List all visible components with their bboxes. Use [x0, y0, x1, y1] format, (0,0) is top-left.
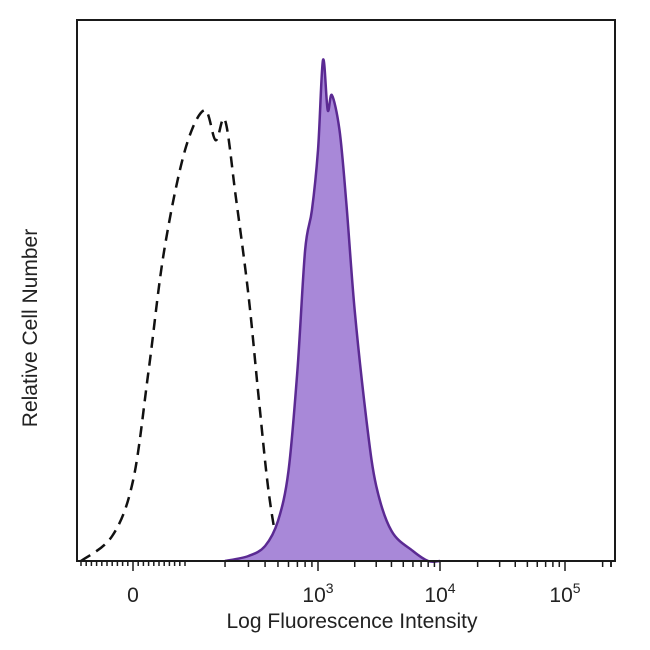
x-tick-label-3: 105 — [549, 580, 580, 607]
series-layer — [80, 58, 441, 563]
series-line-0 — [80, 108, 284, 563]
x-tick-exponent-1: 3 — [326, 580, 334, 596]
x-tick-label-2: 104 — [424, 580, 455, 607]
tick-labels-layer: 0 103 104 105 — [127, 580, 581, 607]
x-axis-title: Log Fluorescence Intensity — [227, 610, 478, 633]
plot-frame — [76, 19, 616, 562]
x-tick-label-0: 0 — [127, 584, 139, 607]
x-tick-label-1: 103 — [302, 580, 333, 607]
ticks-layer — [80, 561, 612, 571]
y-axis-title: Relative Cell Number — [19, 229, 42, 427]
series-fill-1 — [225, 59, 440, 562]
x-tick-exponent-3: 5 — [573, 580, 581, 596]
series-line-1 — [224, 58, 441, 563]
x-tick-exponent-2: 4 — [448, 580, 456, 596]
